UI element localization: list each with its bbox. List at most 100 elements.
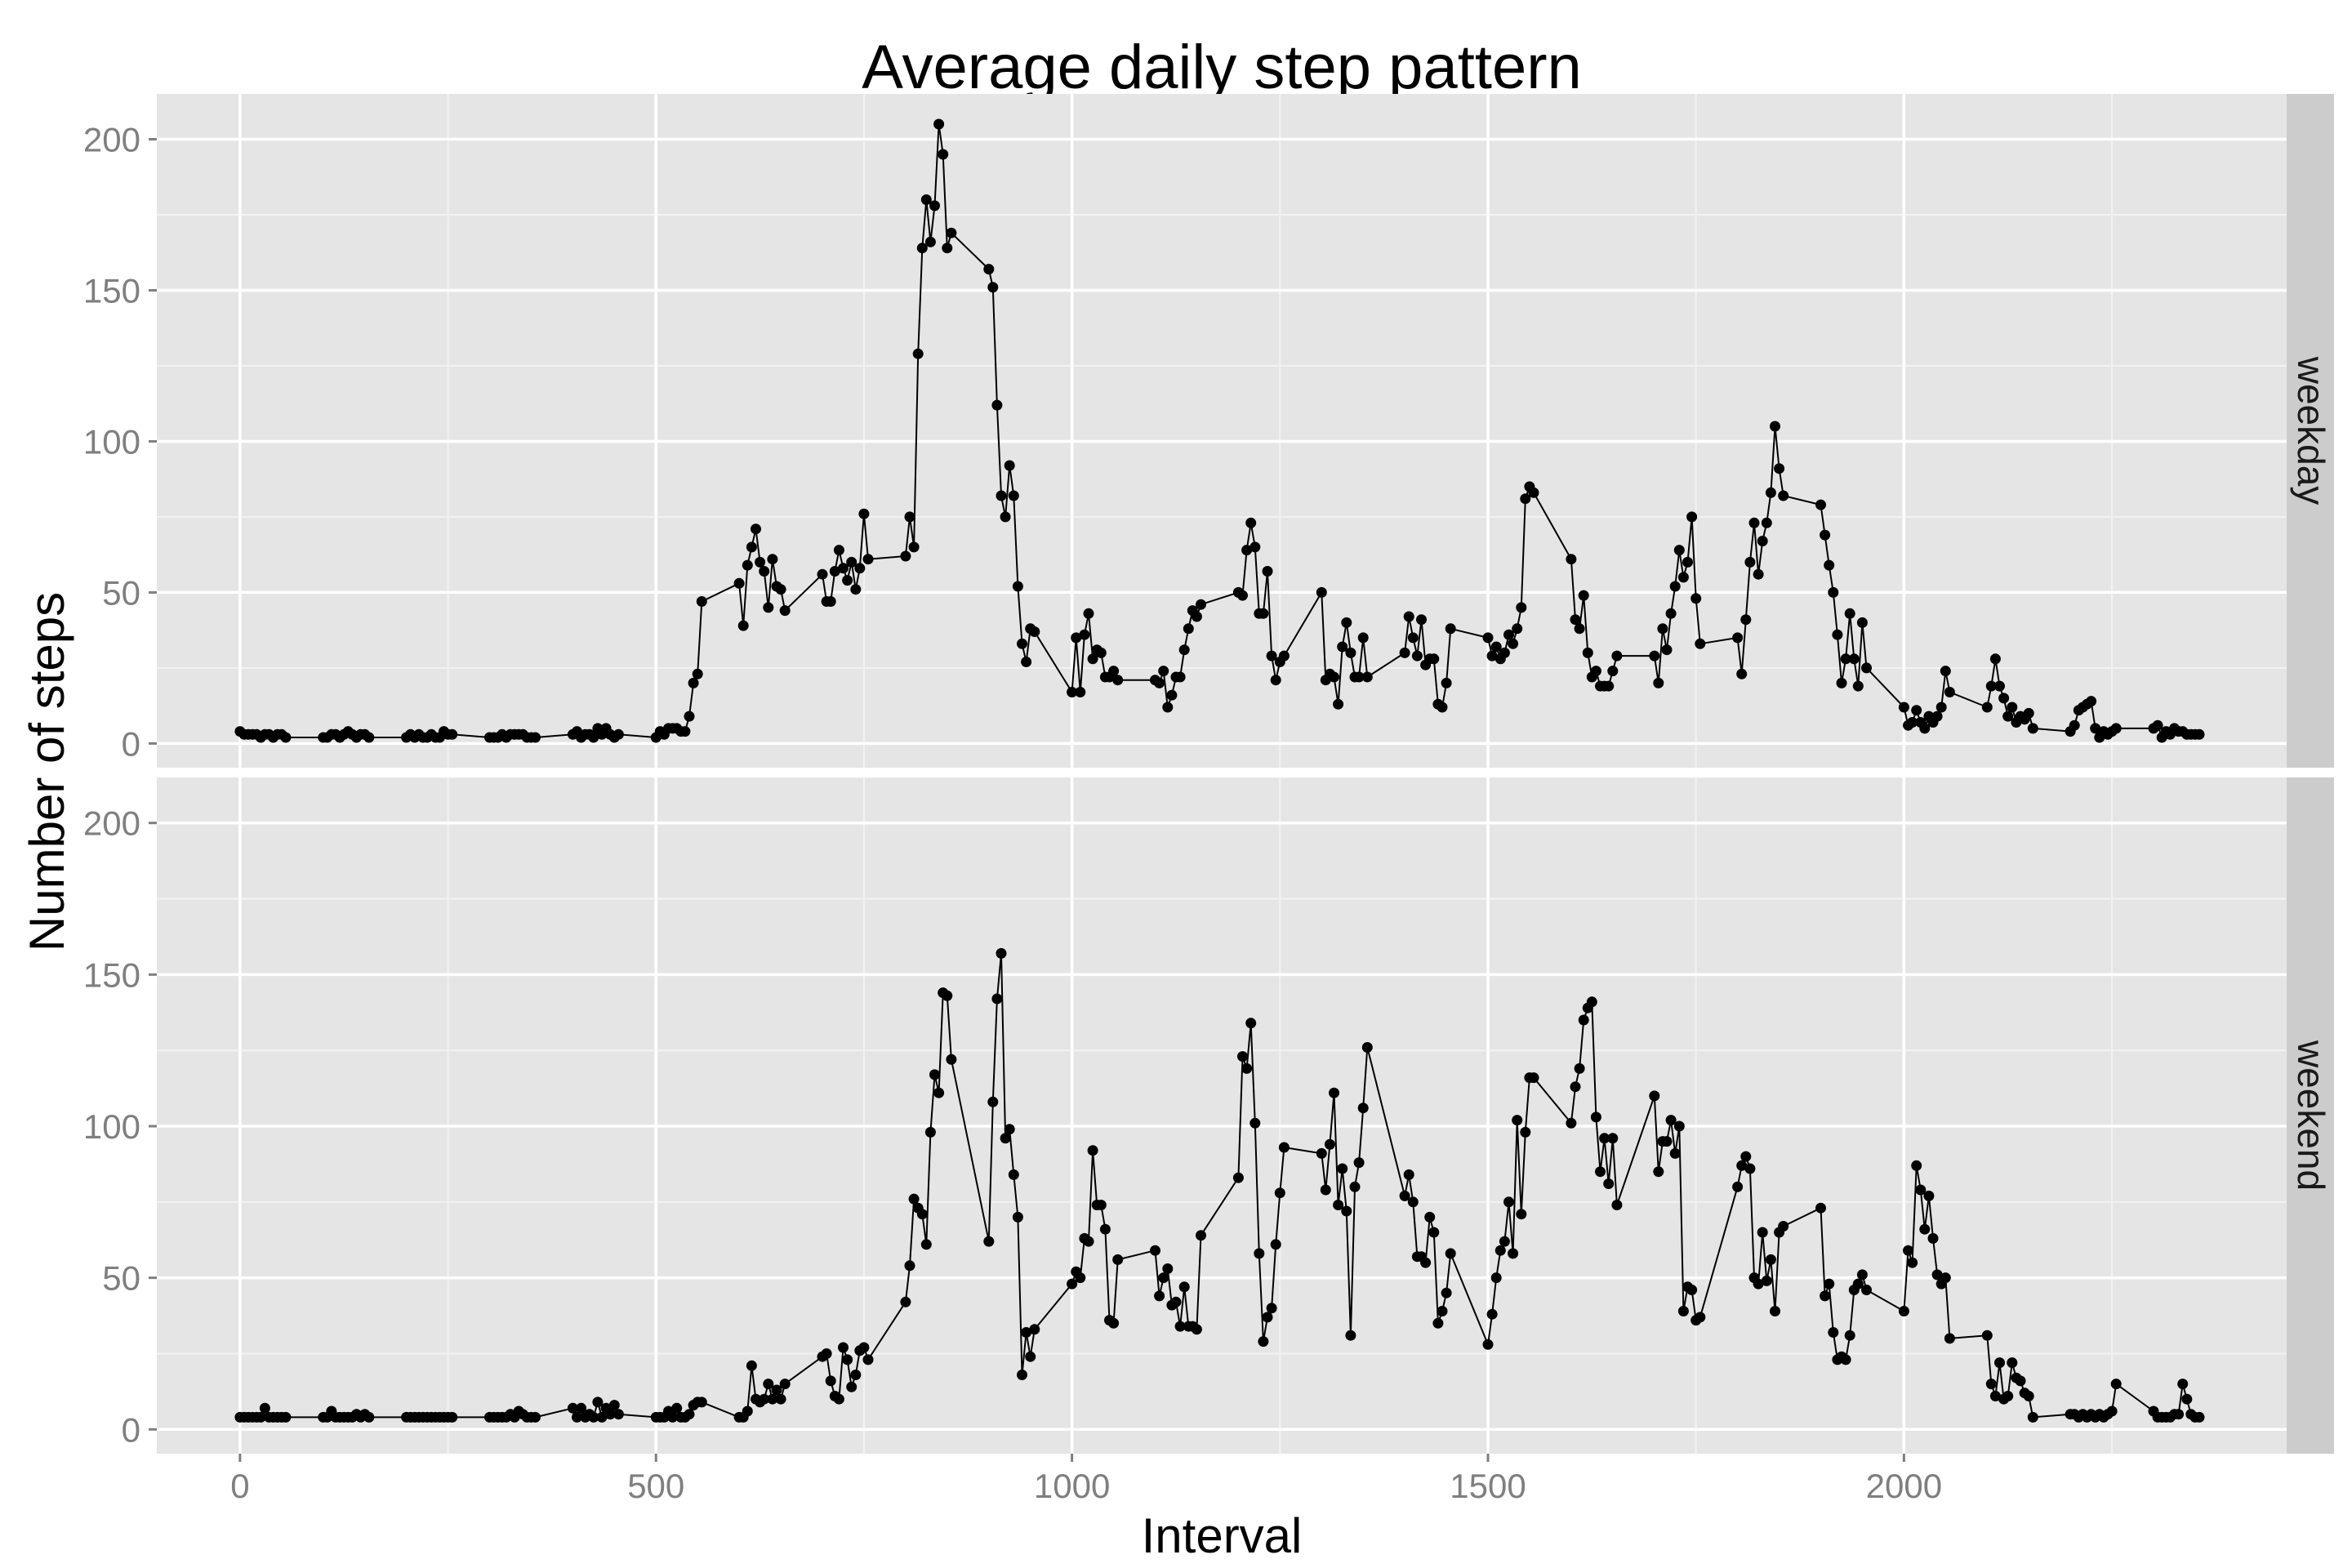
data-point bbox=[1432, 1317, 1444, 1329]
data-point bbox=[862, 1354, 874, 1365]
data-point bbox=[1012, 1211, 1023, 1223]
data-point bbox=[2015, 1375, 2026, 1387]
data-point bbox=[684, 710, 695, 722]
data-point bbox=[1927, 1232, 1939, 1244]
data-point bbox=[1740, 1151, 1752, 1162]
data-point bbox=[1677, 1306, 1689, 1316]
data-point bbox=[1566, 1117, 1577, 1129]
data-point bbox=[1341, 617, 1352, 628]
data-point bbox=[912, 348, 924, 359]
data-point bbox=[942, 243, 953, 254]
data-point bbox=[1403, 1169, 1414, 1180]
y-tick-label: 50 bbox=[102, 573, 140, 612]
data-point bbox=[1486, 650, 1498, 662]
data-point bbox=[1590, 666, 1601, 677]
data-point bbox=[1278, 1142, 1290, 1153]
data-point bbox=[1017, 638, 1027, 649]
data-point bbox=[1528, 487, 1539, 498]
data-point bbox=[1861, 662, 1872, 674]
data-point bbox=[763, 1379, 774, 1390]
data-point bbox=[746, 1360, 757, 1371]
data-point bbox=[833, 1393, 844, 1405]
data-point bbox=[996, 490, 1007, 501]
data-point bbox=[1686, 511, 1698, 523]
data-point bbox=[1237, 590, 1248, 601]
data-point bbox=[1154, 1290, 1165, 1302]
facet-strip bbox=[2287, 777, 2334, 1454]
data-point bbox=[2023, 707, 2034, 719]
data-point bbox=[1075, 687, 1086, 697]
data-point bbox=[1740, 614, 1752, 626]
data-point bbox=[2194, 728, 2205, 740]
data-point bbox=[1574, 623, 1585, 635]
data-point bbox=[1736, 668, 1748, 679]
data-point bbox=[1196, 1230, 1206, 1241]
data-point bbox=[1274, 1187, 1285, 1199]
data-point bbox=[1486, 1308, 1498, 1320]
data-point bbox=[846, 1381, 858, 1392]
data-point bbox=[904, 511, 915, 523]
data-point bbox=[1844, 1330, 1855, 1341]
data-point bbox=[850, 1370, 862, 1380]
data-point bbox=[1333, 698, 1344, 710]
data-point bbox=[696, 1396, 707, 1408]
data-point bbox=[1158, 1272, 1169, 1284]
x-axis-title: Interval bbox=[1142, 1508, 1303, 1563]
data-point bbox=[592, 1396, 604, 1408]
data-point bbox=[1898, 702, 1909, 713]
panel-background bbox=[157, 94, 2287, 768]
data-point bbox=[2002, 1391, 2014, 1401]
data-point bbox=[1237, 1051, 1248, 1062]
x-tick-label: 2000 bbox=[1866, 1467, 1942, 1505]
data-point bbox=[1603, 1178, 1615, 1189]
data-point bbox=[1516, 602, 1527, 613]
data-point bbox=[1316, 586, 1327, 598]
data-point bbox=[1840, 1354, 1851, 1365]
data-point bbox=[1411, 650, 1423, 662]
data-point bbox=[696, 596, 707, 607]
data-point bbox=[1611, 650, 1623, 662]
data-point bbox=[1657, 623, 1668, 635]
data-point bbox=[916, 1209, 928, 1220]
series-points-weekday bbox=[234, 118, 2205, 743]
data-point bbox=[1166, 689, 1178, 701]
data-point bbox=[1345, 647, 1356, 658]
data-point bbox=[1329, 1087, 1339, 1098]
x-tick-label: 500 bbox=[627, 1467, 684, 1505]
data-point bbox=[1944, 687, 1955, 697]
data-point bbox=[2007, 1357, 2018, 1369]
data-point bbox=[1008, 490, 1019, 501]
data-point bbox=[1844, 608, 1855, 619]
data-point bbox=[1494, 1245, 1506, 1256]
data-point bbox=[1586, 996, 1597, 1008]
data-point bbox=[775, 1393, 786, 1405]
data-point bbox=[742, 1405, 753, 1417]
data-point bbox=[1778, 490, 1789, 501]
data-point bbox=[1611, 1200, 1623, 1210]
data-point bbox=[1695, 638, 1706, 649]
y-tick-label: 150 bbox=[83, 271, 140, 310]
y-tick-label: 150 bbox=[83, 956, 140, 994]
data-point bbox=[667, 1411, 679, 1423]
data-point bbox=[2023, 1391, 2034, 1401]
data-point bbox=[1861, 1285, 1872, 1295]
data-point bbox=[1399, 1190, 1410, 1201]
data-point bbox=[1994, 680, 2005, 692]
panel-weekday: 0 50 100 150 200 weekday bbox=[83, 94, 2334, 768]
data-point bbox=[1441, 1287, 1452, 1298]
data-point bbox=[1840, 653, 1851, 665]
data-point bbox=[1503, 1196, 1514, 1208]
data-point bbox=[1008, 1169, 1019, 1180]
data-point bbox=[1653, 1166, 1664, 1178]
data-point bbox=[1170, 1296, 1182, 1307]
data-point bbox=[1258, 1336, 1269, 1348]
data-point bbox=[1266, 650, 1277, 662]
data-point bbox=[1437, 702, 1448, 713]
y-tick-label: 100 bbox=[83, 422, 140, 461]
data-point bbox=[1815, 1202, 1826, 1214]
y-tick-label: 100 bbox=[83, 1107, 140, 1146]
data-point bbox=[1907, 717, 1918, 728]
data-point bbox=[1931, 710, 1943, 722]
data-point bbox=[1936, 702, 1947, 713]
data-point bbox=[838, 563, 849, 574]
